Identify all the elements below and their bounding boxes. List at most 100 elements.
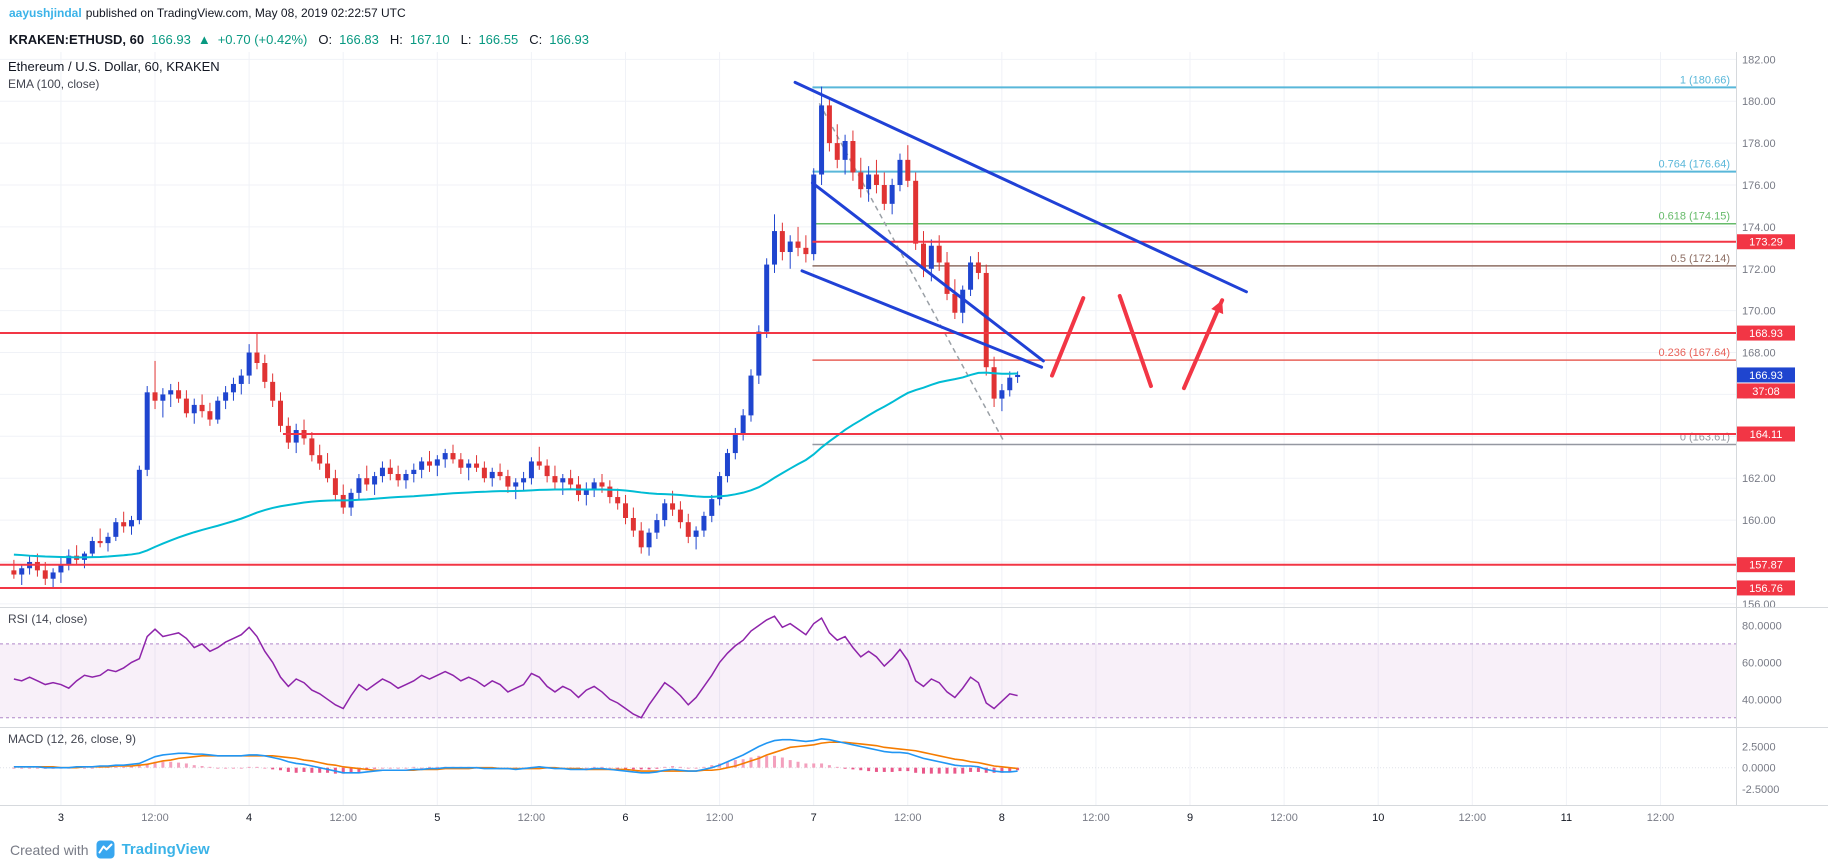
time-tick: 12:00	[705, 812, 734, 824]
symbol-name[interactable]: KRAKEN:ETHUSD, 60	[9, 31, 145, 47]
svg-text:37:08: 37:08	[1752, 386, 1780, 398]
open-value: 166.83	[339, 31, 379, 47]
high-label: H:	[389, 31, 403, 47]
rsi-pane[interactable]: 80.0000 60.0000 40.0000	[0, 607, 1828, 727]
svg-text:0.0000: 0.0000	[1742, 763, 1776, 775]
svg-text:182.00: 182.00	[1742, 54, 1776, 66]
high-value: 167.10	[409, 31, 450, 47]
rsi-axis[interactable]: 80.0000 60.0000 40.0000	[1737, 607, 1828, 727]
svg-text:0.5 (172.14): 0.5 (172.14)	[1671, 253, 1730, 265]
price-change: +0.70 (+0.42%)	[217, 31, 308, 47]
svg-text:164.11: 164.11	[1750, 429, 1783, 441]
price-axis-separator	[1736, 52, 1737, 805]
svg-text:60.0000: 60.0000	[1742, 657, 1782, 669]
svg-text:168.00: 168.00	[1742, 348, 1776, 360]
svg-text:2.5000: 2.5000	[1742, 742, 1776, 754]
dashed-trend-line[interactable]	[818, 102, 1005, 441]
svg-text:170.00: 170.00	[1742, 306, 1776, 318]
svg-text:156.00: 156.00	[1742, 599, 1776, 607]
close-value: 166.93	[549, 31, 589, 47]
macd-histogram	[12, 755, 1020, 774]
pane-separator[interactable]	[0, 727, 1828, 728]
up-triangle-icon: ▲	[197, 31, 211, 47]
time-tick: 12:00	[1270, 812, 1298, 824]
level-price-label: 168.93	[1737, 325, 1795, 341]
svg-text:0.618 (174.15): 0.618 (174.15)	[1658, 211, 1730, 223]
time-tick: 12:00	[517, 812, 546, 824]
time-tick: 12:00	[893, 812, 922, 824]
tradingview-logo-icon[interactable]	[96, 840, 115, 859]
macd-axis[interactable]: 2.5000 0.0000 -2.5000	[1737, 727, 1828, 805]
time-tick: 11	[1560, 812, 1573, 824]
svg-text:157.87: 157.87	[1749, 560, 1783, 572]
svg-text:166.93: 166.93	[1749, 370, 1783, 382]
wedge-trendlines[interactable]	[793, 80, 1248, 369]
signal-line	[13, 741, 1018, 772]
candles	[11, 86, 1021, 588]
svg-text:0.236 (167.64): 0.236 (167.64)	[1658, 347, 1730, 359]
support-resistance-lines[interactable]	[0, 240, 1736, 589]
time-tick: 12:00	[1082, 812, 1110, 824]
time-tick: 4	[246, 812, 253, 824]
price-axis[interactable]: 182.00 180.00 178.00 176.00 174.00 172.00 170.…	[1737, 52, 1828, 607]
time-tick: 3	[57, 812, 64, 824]
time-tick: 5	[434, 812, 441, 824]
time-axis-separator	[0, 805, 1828, 806]
low-value: 166.55	[478, 31, 519, 47]
svg-text:-2.5000: -2.5000	[1742, 784, 1779, 796]
svg-text:176.00: 176.00	[1742, 180, 1776, 192]
svg-text:40.0000: 40.0000	[1742, 694, 1782, 706]
svg-text:162.00: 162.00	[1742, 473, 1776, 485]
drawn-arrows[interactable]	[1050, 293, 1225, 391]
svg-text:156.76: 156.76	[1749, 583, 1783, 595]
time-tick: 6	[622, 812, 629, 824]
footer: Created with TradingView	[0, 831, 1828, 868]
time-axis[interactable]: 3 12:00 4 12:00 5 12:00 6 12:00 7 12:00 8 12:00 9 12:…	[0, 805, 1736, 831]
fib-retracement[interactable]: 1 (180.66) 0.764 (176.64) 0.618 (174.15) 0.…	[812, 74, 1736, 446]
svg-text:168.93: 168.93	[1749, 328, 1783, 340]
grid-lines	[0, 727, 1736, 805]
svg-text:180.00: 180.00	[1742, 96, 1776, 108]
svg-text:160.00: 160.00	[1742, 515, 1776, 527]
low-label: L:	[460, 31, 472, 47]
time-tick: 7	[810, 812, 817, 824]
time-tick: 9	[1186, 812, 1194, 824]
rsi-line	[13, 615, 1018, 719]
time-tick: 12:00	[1458, 812, 1487, 824]
svg-text:172.00: 172.00	[1742, 264, 1776, 276]
open-label: O:	[318, 31, 333, 47]
level-price-label: 156.76	[1737, 580, 1795, 596]
last-price-value: 166.93	[151, 31, 191, 47]
time-tick: 12:00	[1646, 812, 1675, 824]
created-with-text: Created with	[10, 841, 89, 858]
level-price-label: 164.11	[1737, 426, 1795, 442]
svg-text:173.29: 173.29	[1749, 237, 1783, 249]
svg-text:80.0000: 80.0000	[1742, 620, 1782, 632]
bar-countdown-label: 37:08	[1737, 383, 1795, 399]
svg-text:0.764 (176.64): 0.764 (176.64)	[1658, 159, 1730, 171]
macd-pane[interactable]: 2.5000 0.0000 -2.5000	[0, 727, 1828, 805]
last-price-label: 166.93	[1737, 367, 1795, 383]
rsi-band	[0, 643, 1736, 719]
symbol-bar: KRAKEN:ETHUSD, 60 166.93 ▲ +0.70 (+0.42%…	[0, 26, 1828, 52]
main-price-pane[interactable]: 1 (180.66) 0.764 (176.64) 0.618 (174.15) 0.…	[0, 52, 1828, 607]
publish-info: published on TradingView.com, May 08, 20…	[85, 6, 406, 20]
time-tick: 8	[998, 812, 1005, 824]
time-tick: 12:00	[141, 812, 169, 824]
svg-text:1 (180.66): 1 (180.66)	[1680, 74, 1730, 86]
chart-area: 1 (180.66) 0.764 (176.64) 0.618 (174.15) 0.…	[0, 52, 1828, 831]
close-label: C:	[529, 31, 543, 47]
grid-lines	[0, 52, 1736, 607]
grid-lines	[60, 607, 1661, 727]
tradingview-wordmark[interactable]: TradingView	[121, 841, 210, 858]
author-link[interactable]: aayushjindal	[9, 6, 82, 20]
macd-line	[13, 738, 1018, 774]
level-price-label: 173.29	[1737, 234, 1795, 250]
ema-line	[13, 371, 1018, 559]
svg-text:174.00: 174.00	[1742, 222, 1776, 234]
time-tick: 10	[1372, 812, 1385, 824]
pane-separator[interactable]	[0, 607, 1828, 608]
time-tick: 12:00	[329, 812, 357, 824]
svg-text:178.00: 178.00	[1742, 138, 1776, 150]
publish-bar: aayushjindal published on TradingView.co…	[0, 0, 1828, 26]
